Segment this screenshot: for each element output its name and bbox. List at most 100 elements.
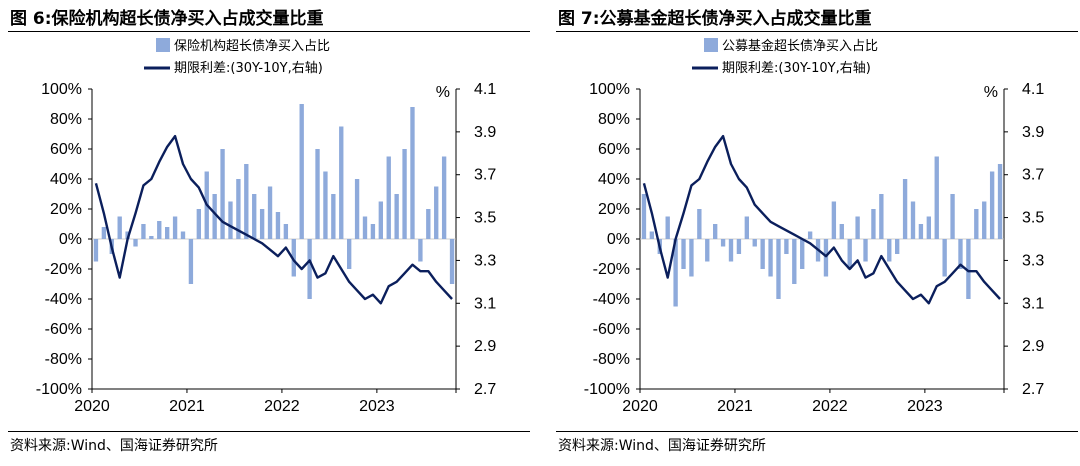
bar [807, 231, 813, 239]
y-left-tick-label: 80% [50, 111, 82, 128]
bar [982, 201, 987, 239]
y-left-tick-label: -80% [593, 351, 630, 368]
bottom-rule [8, 431, 530, 432]
bar [744, 216, 750, 239]
y-left-tick-label: -60% [593, 321, 630, 338]
y-right-tick-label: 2.7 [474, 381, 496, 398]
x-tick-label: 2021 [169, 398, 205, 415]
bar [133, 239, 138, 247]
bar [267, 186, 273, 239]
y-right-tick-label: 3.7 [474, 167, 496, 184]
chart-left: 100% 80% 60% 40% 20% 0% -20% -40% -60% -80% -100% 4… [36, 38, 496, 415]
y-left-tick-label: -100% [584, 381, 630, 398]
legend-bar-label: 公募基金超长债净买入占比 [722, 38, 878, 54]
bar [855, 216, 860, 239]
y-left-tick-label: -80% [45, 351, 82, 368]
bar [641, 194, 647, 239]
bar [252, 194, 257, 239]
top-rule [556, 31, 1078, 32]
y-left-tick-label: 80% [598, 111, 630, 128]
bar [681, 239, 686, 269]
figure-title: 图 7:公募基金超长债净买入占成交量比重 [558, 9, 872, 29]
bottom-rule [556, 431, 1078, 432]
y-left-tick-label: -20% [593, 261, 630, 278]
bar [776, 239, 781, 299]
figure-panel-left: 图 6:保险机构超长债净买入占成交量比重 100% 80% 60% 40% 20% 0% -… [0, 0, 530, 466]
y-left-tick-label: 60% [50, 141, 82, 158]
bar [665, 216, 670, 239]
y-left-tick-label: 100% [41, 81, 82, 98]
bar [275, 212, 281, 239]
bar [784, 239, 789, 254]
legend-bar-swatch [156, 38, 170, 52]
y-left-tick-label: 0% [607, 231, 630, 248]
y-right-tick-label: 3.7 [1022, 167, 1044, 184]
bar [149, 236, 154, 239]
bar [894, 239, 900, 254]
bar [902, 179, 908, 239]
x-tick-label: 2023 [359, 398, 395, 415]
y-left-tick-label: 60% [598, 141, 630, 158]
bar [926, 216, 932, 239]
bar [649, 231, 655, 239]
bar [157, 221, 162, 239]
bar [172, 216, 178, 239]
x-tick-label: 2020 [74, 398, 110, 415]
figure-panel-right: 图 7:公募基金超长债净买入占成交量比重 100% 80% 60% 40% 20% 0% -… [548, 0, 1078, 466]
y-left-tick-label: 20% [50, 201, 82, 218]
bar [697, 209, 702, 239]
bar [212, 194, 217, 239]
x-tick-label: 2023 [907, 398, 943, 415]
y-right-tick-label: 3.9 [1022, 124, 1044, 141]
bar [370, 224, 376, 239]
bar [346, 239, 352, 269]
bar [307, 239, 312, 299]
bar [259, 209, 265, 239]
bar [164, 227, 170, 239]
bar [283, 224, 289, 239]
legend-bar-label: 保险机构超长债净买入占比 [174, 39, 330, 54]
bar [831, 201, 837, 239]
bar [950, 194, 955, 239]
bar [299, 104, 304, 239]
unit-label: % [984, 84, 998, 101]
legend-bar-swatch [704, 38, 718, 52]
bar [792, 239, 797, 284]
x-tick-label: 2022 [812, 398, 848, 415]
bar [117, 216, 122, 239]
y-left-tick-label: -40% [593, 291, 630, 308]
x-tick-label: 2021 [717, 398, 753, 415]
y-left-tick-label: 0% [59, 231, 82, 248]
bar [879, 194, 884, 239]
y-left-tick-label: 100% [589, 81, 630, 98]
bar [823, 239, 829, 277]
bar [220, 149, 225, 239]
chart-right: 100% 80% 60% 40% 20% 0% -20% -40% -60% -80% -100% 4… [584, 38, 1044, 415]
bar [449, 239, 455, 284]
bar [958, 239, 963, 269]
bar [768, 239, 773, 277]
y-left-tick-label: 40% [598, 171, 630, 188]
legend-line-label: 期限利差:(30Y-10Y,右轴) [174, 61, 323, 76]
legend-line-label: 期限利差:(30Y-10Y,右轴) [722, 61, 871, 76]
top-rule [8, 31, 530, 32]
bar [736, 239, 742, 254]
bar [887, 239, 892, 262]
y-right-tick-label: 3.3 [1022, 252, 1044, 269]
bar [752, 239, 757, 247]
y-right-tick-label: 3.5 [474, 210, 496, 227]
bar [918, 224, 924, 239]
bar [394, 194, 399, 239]
bar [331, 194, 336, 239]
bar [362, 216, 368, 239]
y-left-tick-label: -20% [45, 261, 82, 278]
bar [966, 239, 971, 299]
y-left-tick-label: 20% [598, 201, 630, 218]
y-right-tick-label: 3.9 [474, 124, 496, 141]
bar [236, 179, 241, 239]
bar [244, 164, 249, 239]
figure-title: 图 6:保险机构超长债净买入占成交量比重 [10, 9, 324, 29]
source-note: 资料来源:Wind、国海证券研究所 [558, 438, 766, 454]
bar [196, 209, 202, 239]
y-right-tick-label: 2.7 [1022, 381, 1044, 398]
